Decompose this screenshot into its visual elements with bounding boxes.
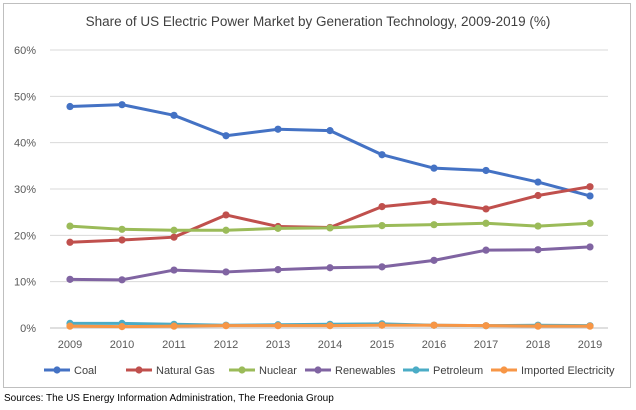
data-point [170, 266, 178, 274]
legend-marker [314, 366, 322, 374]
data-point [170, 322, 178, 330]
legend-label: Natural Gas [156, 365, 215, 377]
y-tick-label: 10% [14, 277, 36, 289]
data-point [482, 205, 490, 213]
data-point [326, 264, 334, 272]
legend-label: Coal [74, 365, 97, 377]
data-point [222, 322, 230, 330]
data-point [66, 102, 74, 111]
legend-marker [135, 366, 143, 374]
data-point [378, 263, 386, 271]
data-point [118, 236, 126, 244]
data-point [274, 266, 282, 274]
data-point [326, 127, 334, 135]
data-point [534, 322, 542, 330]
x-tick-label: 2019 [578, 339, 602, 351]
x-tick-label: 2009 [58, 339, 82, 351]
data-point [430, 256, 438, 264]
legend-label: Imported Electricity [521, 365, 615, 377]
data-point [586, 243, 594, 251]
data-point [430, 221, 438, 229]
y-tick-label: 50% [14, 91, 36, 103]
data-point [170, 226, 178, 234]
data-point [222, 268, 230, 276]
data-point [586, 219, 594, 227]
legend-label: Nuclear [259, 365, 297, 377]
data-point [430, 197, 438, 206]
legend-marker [238, 366, 246, 374]
y-tick-label: 20% [14, 230, 36, 242]
data-point [274, 224, 282, 232]
data-point [378, 203, 386, 211]
x-tick-label: 2018 [526, 339, 550, 351]
data-point [66, 222, 74, 230]
data-point [274, 322, 282, 330]
data-point [534, 191, 542, 200]
line-chart: 0% 10% 20% 30% 40% 50% 60% 2009 2010 2011 2012 2013… [14, 45, 615, 377]
data-point [482, 246, 490, 254]
data-point [586, 192, 594, 200]
data-point [118, 323, 126, 331]
data-point [170, 111, 178, 119]
x-tick-label: 2016 [422, 339, 446, 351]
y-tick-label: 40% [14, 138, 36, 150]
data-point [482, 219, 490, 227]
data-point [274, 125, 282, 133]
data-point [118, 101, 126, 109]
x-tick-label: 2010 [110, 339, 134, 351]
series-line [68, 185, 592, 244]
legend-marker [412, 366, 420, 374]
data-point [534, 222, 542, 230]
data-point [222, 226, 230, 234]
x-tick-label: 2017 [474, 339, 498, 351]
data-point [534, 178, 542, 186]
legend-label: Renewables [335, 365, 396, 377]
data-point [326, 224, 334, 232]
x-tick-label: 2012 [214, 339, 238, 351]
chart-title: Share of US Electric Power Market by Gen… [85, 14, 551, 29]
data-point [66, 275, 74, 283]
y-tick-label: 60% [14, 45, 36, 57]
data-point [66, 322, 74, 330]
data-point [170, 233, 178, 241]
legend-marker [53, 366, 61, 374]
data-point [482, 322, 490, 330]
x-tick-label: 2011 [162, 339, 186, 351]
legend-label: Petroleum [433, 365, 483, 377]
data-point [66, 238, 74, 246]
data-point [534, 246, 542, 254]
data-point [378, 321, 386, 329]
data-point [430, 164, 438, 172]
x-tick-label: 2014 [318, 339, 342, 351]
data-point [378, 222, 386, 230]
data-point [326, 322, 334, 330]
series-line [68, 103, 592, 198]
data-point [118, 276, 126, 284]
y-tick-label: 30% [14, 184, 36, 196]
data-point [586, 183, 594, 191]
data-point [222, 211, 230, 219]
data-point [430, 321, 438, 329]
data-point [378, 151, 386, 159]
source-note: Sources: The US Energy Information Admin… [4, 393, 334, 404]
data-point [222, 132, 230, 140]
x-tick-label: 2013 [266, 339, 290, 351]
legend-marker [500, 366, 508, 374]
data-point [586, 322, 594, 330]
data-point [118, 225, 126, 233]
x-tick-label: 2015 [370, 339, 394, 351]
data-point [482, 166, 490, 175]
series-line [68, 245, 592, 282]
y-tick-label: 0% [20, 323, 36, 335]
